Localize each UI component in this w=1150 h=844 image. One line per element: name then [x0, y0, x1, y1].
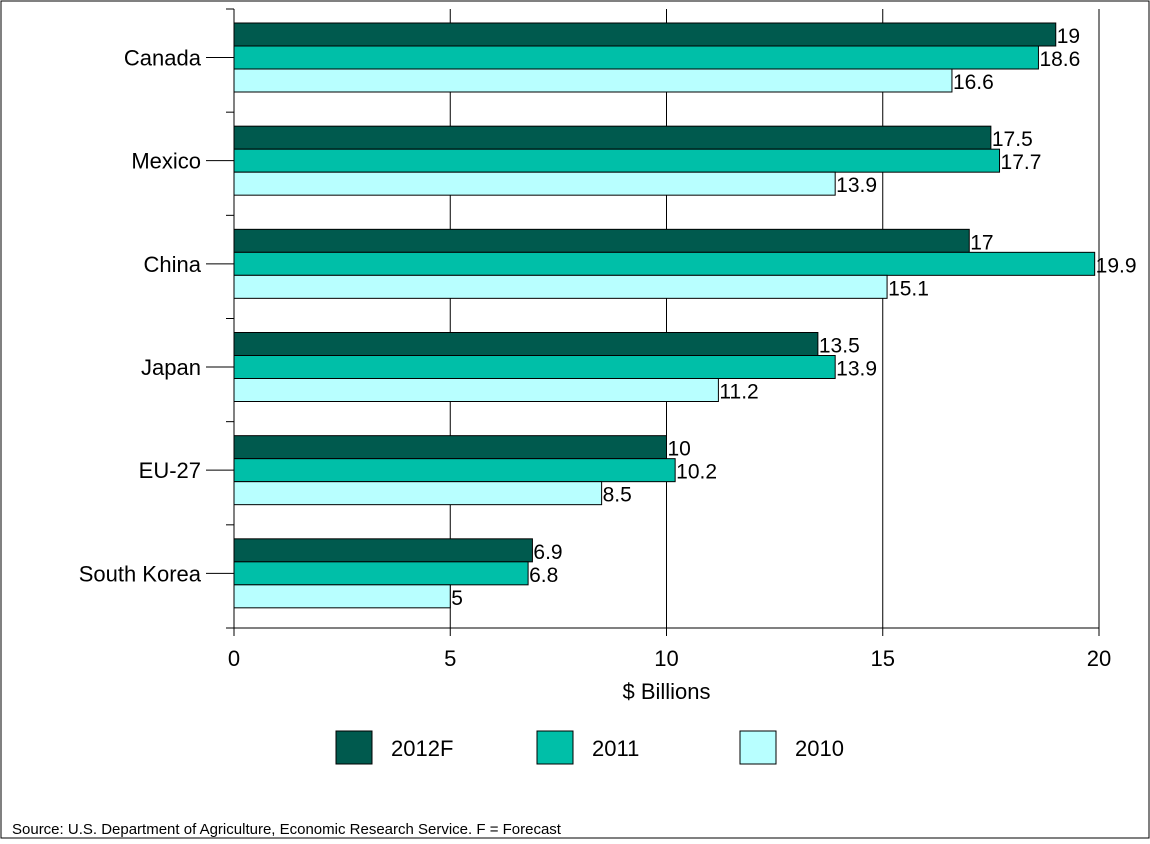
bar-2010-south-korea [233, 584, 451, 609]
data-label: 15.1 [888, 277, 929, 300]
bar-2010-china [233, 274, 888, 299]
bar-2011-south-korea [233, 561, 529, 586]
data-label: 13.5 [819, 335, 860, 358]
legend-swatch [335, 730, 373, 765]
category-label: Japan [141, 355, 201, 380]
data-label: 8.5 [603, 484, 632, 507]
bar-2012f-mexico [233, 125, 992, 150]
legend-swatch [536, 730, 574, 765]
data-label: 11.2 [719, 381, 758, 404]
axes: 0 5 10 15 20 Canada Mexico China Japan EU-27 South… [79, 8, 1111, 671]
bar-2011-china [233, 251, 1096, 276]
bar-2010-japan [233, 378, 719, 402]
x-tick-label: 20 [1087, 646, 1111, 671]
data-label: 16.6 [953, 71, 994, 94]
x-axis-title: $ Billions [622, 679, 710, 704]
category-label: South Korea [79, 561, 202, 586]
category-label: EU-27 [139, 458, 201, 483]
bar-2010-mexico [233, 171, 836, 196]
data-label: 18.6 [1039, 48, 1080, 71]
data-label: 10.2 [676, 461, 717, 484]
bar-2012f-canada [233, 22, 1057, 47]
data-label: 19.9 [1096, 254, 1137, 277]
category-label: Canada [124, 46, 202, 71]
bar-2011-canada [233, 45, 1039, 70]
bars: 1918.616.617.517.713.91719.915.113.513.9… [233, 22, 1137, 610]
bar-2010-eu-27 [233, 481, 603, 506]
legend-label: 2011 [592, 736, 639, 761]
category-label: China [144, 252, 202, 277]
data-label: 17 [970, 231, 993, 254]
bar-2010-canada [233, 68, 953, 93]
bar-2011-mexico [233, 148, 1001, 173]
x-tick-label: 5 [444, 646, 456, 671]
category-label: Mexico [131, 149, 201, 174]
legend-label: 2012F [391, 736, 453, 761]
bar-2012f-japan [233, 332, 819, 356]
bar-2012f-eu-27 [233, 435, 667, 460]
x-tick-label: 10 [654, 646, 678, 671]
bar-2012f-china [233, 228, 970, 253]
legend-swatch [739, 730, 777, 765]
gridlines [449, 9, 1100, 628]
data-label: 5 [451, 587, 463, 610]
x-tick-label: 0 [228, 646, 240, 671]
data-label: 6.8 [529, 564, 558, 587]
data-label: 13.9 [836, 358, 877, 381]
data-label: 6.9 [533, 541, 562, 564]
bar-2011-japan [233, 355, 836, 379]
data-label: 13.9 [836, 174, 877, 197]
data-label: 17.7 [1001, 151, 1042, 174]
legend-label: 2010 [795, 736, 844, 761]
bar-2012f-south-korea [233, 538, 533, 563]
data-label: 17.5 [992, 128, 1033, 151]
data-label: 10 [668, 438, 691, 461]
x-tick-label: 15 [871, 646, 895, 671]
source-note: Source: U.S. Department of Agriculture, … [12, 821, 562, 838]
data-label: 19 [1057, 25, 1080, 48]
legend: 2012F 2011 2010 [335, 730, 844, 765]
bar-2011-eu-27 [233, 458, 676, 483]
